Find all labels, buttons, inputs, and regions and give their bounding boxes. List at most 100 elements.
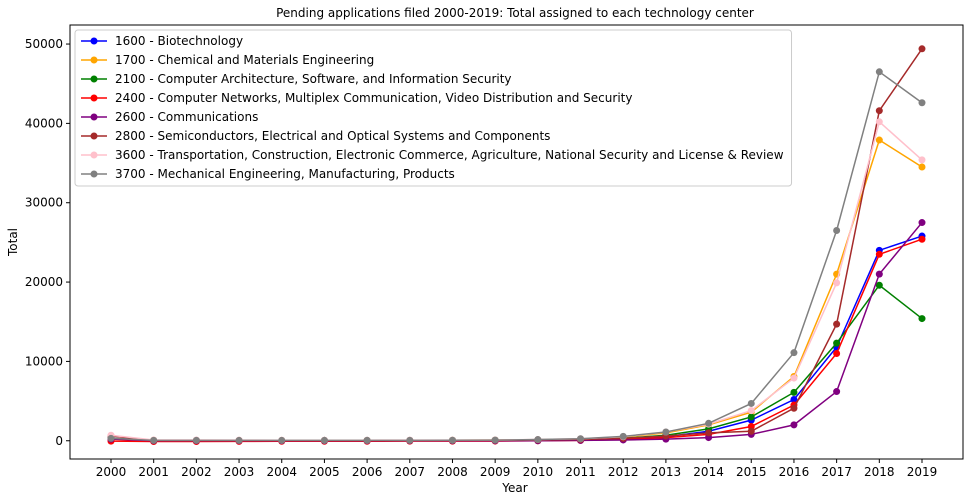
legend-item: 3600 - Transportation, Construction, Ele… bbox=[81, 148, 784, 162]
x-axis-title: Year bbox=[501, 481, 527, 495]
x-tick-label: 2018 bbox=[864, 465, 895, 479]
x-tick-label: 2002 bbox=[181, 465, 212, 479]
data-point bbox=[150, 437, 157, 444]
x-tick-label: 2014 bbox=[693, 465, 724, 479]
legend-marker bbox=[91, 95, 98, 102]
data-point bbox=[919, 99, 926, 106]
data-point bbox=[790, 375, 797, 382]
series-2 bbox=[108, 282, 926, 444]
x-tick-label: 2017 bbox=[821, 465, 852, 479]
x-tick-label: 2007 bbox=[395, 465, 426, 479]
data-point bbox=[577, 435, 584, 442]
data-point bbox=[236, 437, 243, 444]
legend-marker bbox=[91, 76, 98, 83]
data-point bbox=[790, 389, 797, 396]
data-point bbox=[919, 164, 926, 171]
data-point bbox=[406, 437, 413, 444]
x-tick-label: 2000 bbox=[96, 465, 127, 479]
y-tick-label: 40000 bbox=[25, 116, 63, 130]
series-0 bbox=[108, 233, 926, 444]
data-point bbox=[919, 315, 926, 322]
data-point bbox=[705, 429, 712, 436]
x-tick-label: 2016 bbox=[779, 465, 810, 479]
data-point bbox=[364, 437, 371, 444]
legend-item: 2400 - Computer Networks, Multiplex Comm… bbox=[81, 91, 632, 105]
x-tick-label: 2006 bbox=[352, 465, 383, 479]
data-point bbox=[919, 156, 926, 163]
data-point bbox=[748, 428, 755, 435]
legend-item: 3700 - Mechanical Engineering, Manufactu… bbox=[81, 167, 455, 181]
x-tick-label: 2019 bbox=[907, 465, 938, 479]
chart-title: Pending applications filed 2000-2019: To… bbox=[276, 6, 754, 20]
data-point bbox=[748, 400, 755, 407]
series-line bbox=[111, 236, 922, 440]
data-point bbox=[833, 388, 840, 395]
data-point bbox=[790, 405, 797, 412]
x-tick-label: 2010 bbox=[523, 465, 554, 479]
data-point bbox=[534, 436, 541, 443]
x-tick-label: 2012 bbox=[608, 465, 639, 479]
data-point bbox=[790, 349, 797, 356]
data-point bbox=[108, 435, 115, 442]
x-tick-label: 2015 bbox=[736, 465, 767, 479]
data-point bbox=[705, 420, 712, 427]
x-tick-label: 2009 bbox=[480, 465, 511, 479]
data-point bbox=[449, 437, 456, 444]
x-tick-label: 2011 bbox=[565, 465, 596, 479]
legend-item: 1700 - Chemical and Materials Engineerin… bbox=[81, 53, 374, 67]
data-point bbox=[492, 437, 499, 444]
legend-label: 2100 - Computer Architecture, Software, … bbox=[115, 72, 512, 86]
data-point bbox=[876, 118, 883, 125]
data-point bbox=[919, 236, 926, 243]
x-tick-label: 2001 bbox=[138, 465, 169, 479]
data-point bbox=[876, 137, 883, 144]
data-point bbox=[876, 68, 883, 75]
data-point bbox=[790, 421, 797, 428]
data-point bbox=[833, 321, 840, 328]
y-axis: 0 10000 20000 30000 40000 50000 bbox=[25, 37, 70, 448]
legend-item: 2100 - Computer Architecture, Software, … bbox=[81, 72, 512, 86]
x-tick-label: 2005 bbox=[309, 465, 340, 479]
legend-marker bbox=[91, 133, 98, 140]
legend-marker bbox=[91, 57, 98, 64]
data-point bbox=[919, 45, 926, 52]
data-point bbox=[321, 437, 328, 444]
y-tick-label: 50000 bbox=[25, 37, 63, 51]
y-tick-label: 20000 bbox=[25, 275, 63, 289]
legend-label: 1600 - Biotechnology bbox=[115, 34, 243, 48]
y-tick-label: 30000 bbox=[25, 196, 63, 210]
y-tick-label: 0 bbox=[55, 434, 63, 448]
data-point bbox=[278, 437, 285, 444]
y-tick-label: 10000 bbox=[25, 354, 63, 368]
legend-label: 2800 - Semiconductors, Electrical and Op… bbox=[115, 129, 550, 143]
data-point bbox=[748, 413, 755, 420]
series-4 bbox=[108, 219, 926, 444]
data-point bbox=[919, 219, 926, 226]
data-point bbox=[620, 433, 627, 440]
legend-item: 2800 - Semiconductors, Electrical and Op… bbox=[81, 129, 550, 143]
data-point bbox=[833, 279, 840, 286]
data-point bbox=[876, 271, 883, 278]
data-point bbox=[748, 407, 755, 414]
x-tick-label: 2008 bbox=[437, 465, 468, 479]
data-point bbox=[833, 350, 840, 357]
x-tick-label: 2004 bbox=[266, 465, 297, 479]
legend-label: 2600 - Communications bbox=[115, 110, 258, 124]
legend-marker bbox=[91, 171, 98, 178]
series-line bbox=[111, 223, 922, 441]
data-point bbox=[662, 429, 669, 436]
legend-label: 1700 - Chemical and Materials Engineerin… bbox=[115, 53, 374, 67]
legend-marker bbox=[91, 38, 98, 45]
data-point bbox=[876, 107, 883, 114]
legend-marker bbox=[91, 114, 98, 121]
legend-label: 3700 - Mechanical Engineering, Manufactu… bbox=[115, 167, 455, 181]
x-tick-label: 2003 bbox=[224, 465, 255, 479]
legend-label: 2400 - Computer Networks, Multiplex Comm… bbox=[115, 91, 632, 105]
y-axis-title: Total bbox=[6, 228, 20, 257]
data-point bbox=[833, 340, 840, 347]
legend-marker bbox=[91, 152, 98, 159]
x-axis: 2000 2001 2002 2003 2004 2005 2006 2007 2008 2009… bbox=[96, 459, 938, 479]
data-point bbox=[193, 437, 200, 444]
